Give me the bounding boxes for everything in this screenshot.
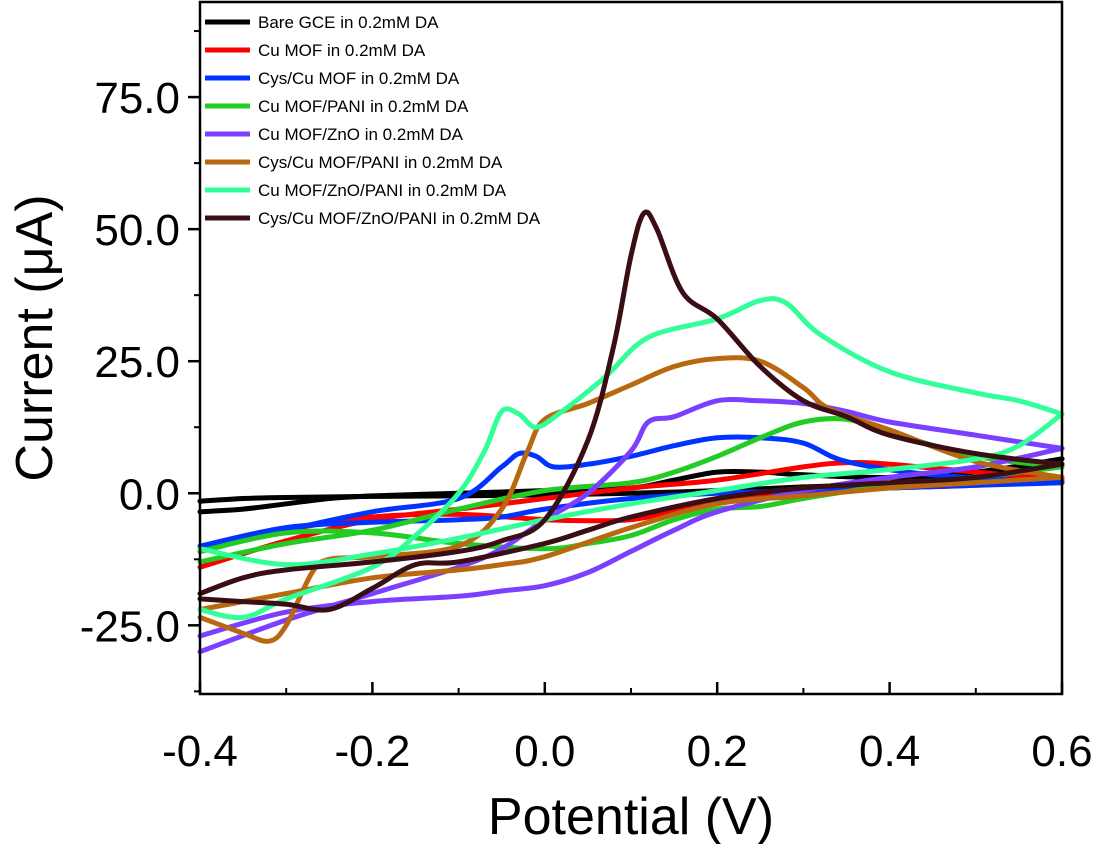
series-8 bbox=[197, 209, 1065, 613]
y-axis-title: Current (μA) bbox=[6, 194, 64, 481]
series-layer bbox=[197, 209, 1065, 655]
series-6-cathodic-line bbox=[197, 474, 1065, 612]
legend-label: Cys/Cu MOF/PANI in 0.2mM DA bbox=[258, 153, 503, 172]
x-tick-label: -0.4 bbox=[162, 727, 238, 776]
y-tick-label: 25.0 bbox=[94, 338, 180, 387]
legend-label: Cu MOF/PANI in 0.2mM DA bbox=[258, 97, 469, 116]
x-tick-label: 0.4 bbox=[859, 727, 920, 776]
legend-label: Cu MOF/ZnO/PANI in 0.2mM DA bbox=[258, 181, 507, 200]
x-tick-label: 0.2 bbox=[687, 727, 748, 776]
y-tick-label: 0.0 bbox=[119, 470, 180, 519]
legend-item: Cu MOF/PANI in 0.2mM DA bbox=[205, 97, 469, 116]
series-8-anodic-line bbox=[197, 209, 1065, 597]
series-5-cathodic-line bbox=[197, 445, 1065, 639]
x-axis-title: Potential (V) bbox=[488, 788, 774, 844]
legend-item: Cys/Cu MOF/PANI in 0.2mM DA bbox=[205, 153, 503, 172]
legend-item: Cu MOF/ZnO/PANI in 0.2mM DA bbox=[205, 181, 507, 200]
legend: Bare GCE in 0.2mM DA Cu MOF in 0.2mM DA Cy… bbox=[205, 13, 541, 228]
x-tick-label: 0.6 bbox=[1031, 727, 1092, 776]
series-5-anodic-line bbox=[197, 397, 1065, 655]
legend-item: Cu MOF in 0.2mM DA bbox=[205, 41, 426, 60]
legend-label: Cys/Cu MOF in 0.2mM DA bbox=[258, 69, 460, 88]
y-tick-label: 75.0 bbox=[94, 74, 180, 123]
legend-label: Cu MOF/ZnO in 0.2mM DA bbox=[258, 125, 464, 144]
x-tick-label: 0.0 bbox=[514, 727, 575, 776]
y-tick-label: -25.0 bbox=[80, 602, 180, 651]
series-7-cathodic-line bbox=[197, 411, 1065, 568]
legend-item: Cys/Cu MOF/ZnO/PANI in 0.2mM DA bbox=[205, 209, 541, 228]
legend-label: Cys/Cu MOF/ZnO/PANI in 0.2mM DA bbox=[258, 209, 541, 228]
legend-item: Cu MOF/ZnO in 0.2mM DA bbox=[205, 125, 464, 144]
y-tick-label: 50.0 bbox=[94, 206, 180, 255]
ticks-layer: -0.4 -0.2 0.0 0.2 0.4 0.6 -25.0 0.0 25.0 50.0 75.0 bbox=[80, 30, 1093, 776]
series-4-cathodic-line bbox=[197, 464, 1065, 554]
legend-item: Cys/Cu MOF in 0.2mM DA bbox=[205, 69, 460, 88]
series-8-cathodic-line bbox=[197, 461, 1065, 613]
legend-label: Cu MOF in 0.2mM DA bbox=[258, 41, 426, 60]
series-3-anodic-line bbox=[197, 434, 1065, 554]
legend-label: Bare GCE in 0.2mM DA bbox=[258, 13, 439, 32]
series-5 bbox=[197, 397, 1065, 655]
x-tick-label: -0.2 bbox=[334, 727, 410, 776]
legend-item: Bare GCE in 0.2mM DA bbox=[205, 13, 439, 32]
